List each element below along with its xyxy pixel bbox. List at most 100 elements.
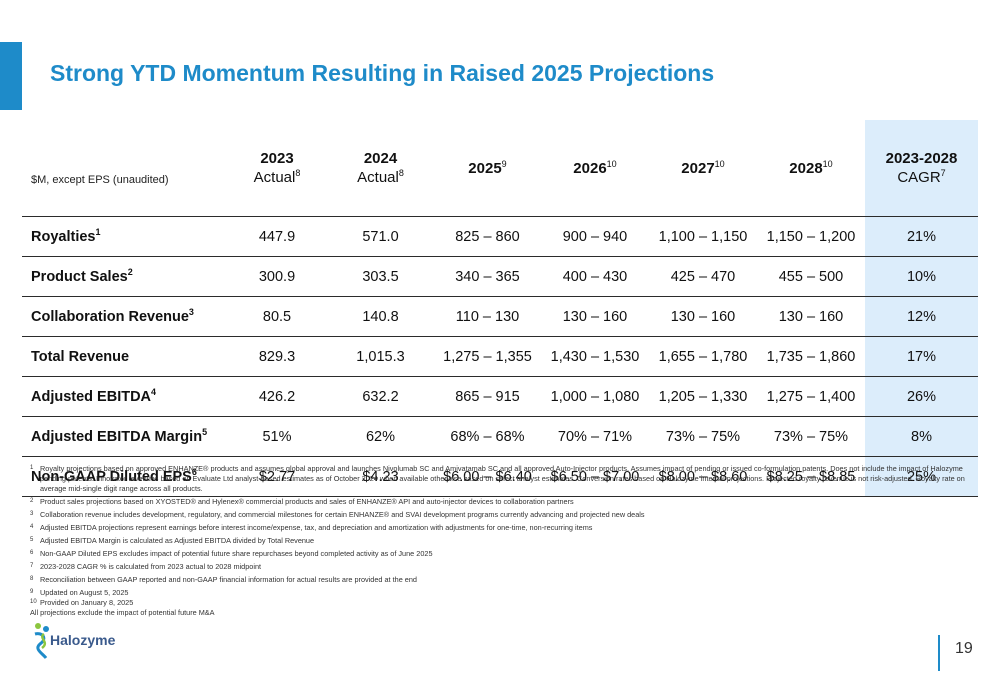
footnote-number: 2 [30, 498, 34, 504]
title-accent-bar [0, 42, 22, 110]
footnote-number: 5 [30, 537, 34, 543]
footnote-text: Adjusted EBITDA Margin is calculated as … [40, 536, 315, 545]
footnote-number: 1 [30, 465, 34, 471]
table-cell: 68% – 68% [434, 416, 541, 457]
footnote: 9 Updated on August 5, 2025 [30, 588, 970, 598]
table-cell: 340 – 365 [434, 256, 541, 297]
table-row: Adjusted EBITDA4 426.2 632.2 865 – 915 1,000… [22, 376, 978, 417]
table-cell: 130 – 160 [541, 296, 649, 337]
footnote: 5 Adjusted EBITDA Margin is calculated as… [30, 536, 970, 546]
footnote: 4 Adjusted EBITDA projections represent e… [30, 523, 970, 533]
table-cell: 73% – 75% [757, 416, 865, 457]
cagr-cell: 8% [865, 416, 978, 457]
page-number: 19 [955, 640, 973, 657]
table-cell: 455 – 500 [757, 256, 865, 297]
table-cell: 62% [327, 416, 434, 457]
table-cell: 130 – 160 [649, 296, 757, 337]
footnote: 3 Collaboration revenue includes developm… [30, 510, 970, 520]
table-cell: $2.77 [227, 456, 327, 497]
column-header: 202610 [541, 120, 649, 217]
footnote-text: Reconciliation between GAAP reported and… [40, 575, 417, 584]
footnote-text: Non-GAAP Diluted EPS excludes impact of … [40, 549, 433, 558]
footnote-number: 3 [30, 511, 34, 517]
table-cell: 829.3 [227, 336, 327, 377]
table-cell: 426.2 [227, 376, 327, 417]
slide-title: Strong YTD Momentum Resulting in Raised … [50, 60, 715, 86]
table-row: Total Revenue 829.3 1,015.3 1,275 – 1,355 1,… [22, 336, 978, 377]
table-row: Collaboration Revenue3 80.5 140.8 110 – 130… [22, 296, 978, 337]
footnote-list-dated: 9 Updated on August 5, 2025 10 Provided on … [30, 588, 970, 608]
table-cell: $6.00 – $6.40 [434, 456, 541, 497]
footnote: 2 Product sales projections based on XYOS… [30, 497, 970, 507]
cagr-column-header: 2023-2028 CAGR7 [865, 120, 978, 217]
column-header: 202810 [757, 120, 865, 217]
table-row: Adjusted EBITDA Margin5 51% 62% 68% – 68% 70… [22, 416, 978, 457]
footnote: 10 Provided on January 8, 2025 [30, 598, 970, 608]
table-cell: 300.9 [227, 256, 327, 297]
row-label: Non-GAAP Diluted EPS6 [22, 456, 227, 497]
footnote-text: Updated on August 5, 2025 [40, 588, 129, 597]
table-cell: 1,150 – 1,200 [757, 216, 865, 257]
table-cell: 73% – 75% [649, 416, 757, 457]
logo-wordmark: Halozyme [50, 632, 116, 648]
table-cell: 447.9 [227, 216, 327, 257]
footnote: 6 Non-GAAP Diluted EPS excludes impact of… [30, 549, 970, 559]
row-label: Adjusted EBITDA4 [22, 376, 227, 417]
table-cell: 1,000 – 1,080 [541, 376, 649, 417]
halozyme-mark-icon [34, 623, 49, 659]
table-cell: 1,735 – 1,860 [757, 336, 865, 377]
table-cell: 80.5 [227, 296, 327, 337]
table-cell: 1,205 – 1,330 [649, 376, 757, 417]
footnote: 8 Reconciliation between GAAP reported an… [30, 575, 970, 585]
table-cell: $8.00 – $8.60 [649, 456, 757, 497]
table-cell: 400 – 430 [541, 256, 649, 297]
row-label: Product Sales2 [22, 256, 227, 297]
cagr-cell: 17% [865, 336, 978, 377]
table-cell: 571.0 [327, 216, 434, 257]
table-cell: 51% [227, 416, 327, 457]
footnote-number: 10 [30, 599, 37, 605]
footnote-number: 4 [30, 524, 34, 530]
projections-table: $M, except EPS (unaudited) 2023 Actual8 2… [22, 120, 978, 497]
footnote-number: 6 [30, 550, 34, 556]
footnote-number: 8 [30, 576, 34, 582]
footnote-text: Royalty projections based on approved EN… [40, 464, 965, 493]
table-cell: 303.5 [327, 256, 434, 297]
table-cell: 130 – 160 [757, 296, 865, 337]
row-label: Collaboration Revenue3 [22, 296, 227, 337]
table-row: Non-GAAP Diluted EPS6 $2.77 $4.23 $6.00 – $… [22, 456, 978, 497]
row-label: Royalties1 [22, 216, 227, 257]
footnote-text: Provided on January 8, 2025 [40, 598, 134, 607]
table-cell: 1,655 – 1,780 [649, 336, 757, 377]
table-cell: 1,275 – 1,355 [434, 336, 541, 377]
table-cell: 900 – 940 [541, 216, 649, 257]
table-cell: $4.23 [327, 456, 434, 497]
table-cell: 425 – 470 [649, 256, 757, 297]
row-label: Total Revenue [22, 336, 227, 377]
footnote-final: All projections exclude the impact of po… [30, 608, 215, 617]
table-row: Royalties1 447.9 571.0 825 – 860 900 – 940 1,… [22, 216, 978, 257]
page-number-divider [938, 635, 940, 671]
table-row: Product Sales2 300.9 303.5 340 – 365 400 – 4… [22, 256, 978, 297]
cagr-cell: 25% [865, 456, 978, 497]
table-cell: 140.8 [327, 296, 434, 337]
footnote-number: 9 [30, 589, 34, 595]
table-cell: 825 – 860 [434, 216, 541, 257]
table-cell: 1,430 – 1,530 [541, 336, 649, 377]
footnote-text: Collaboration revenue includes developme… [40, 510, 645, 519]
table-header-row: $M, except EPS (unaudited) 2023 Actual8 2… [22, 120, 978, 217]
footnote-text: Adjusted EBITDA projections represent ea… [40, 523, 593, 532]
table-cell: 70% – 71% [541, 416, 649, 457]
table-cell: 1,015.3 [327, 336, 434, 377]
column-header: 2024 Actual8 [327, 120, 434, 217]
table-cell: 110 – 130 [434, 296, 541, 337]
table-body: Royalties1 447.9 571.0 825 – 860 900 – 940 1,… [22, 216, 978, 497]
table-cell: 1,100 – 1,150 [649, 216, 757, 257]
cagr-cell: 21% [865, 216, 978, 257]
table-cell: $8.25 – $8.85 [757, 456, 865, 497]
table-cell: 865 – 915 [434, 376, 541, 417]
footnote-list: 1 Royalty projections based on approved E… [30, 464, 970, 585]
halozyme-logo: Halozyme [30, 620, 150, 660]
table-cell: $6.50 – $7.00 [541, 456, 649, 497]
footnote-text: Product sales projections based on XYOST… [40, 497, 574, 506]
